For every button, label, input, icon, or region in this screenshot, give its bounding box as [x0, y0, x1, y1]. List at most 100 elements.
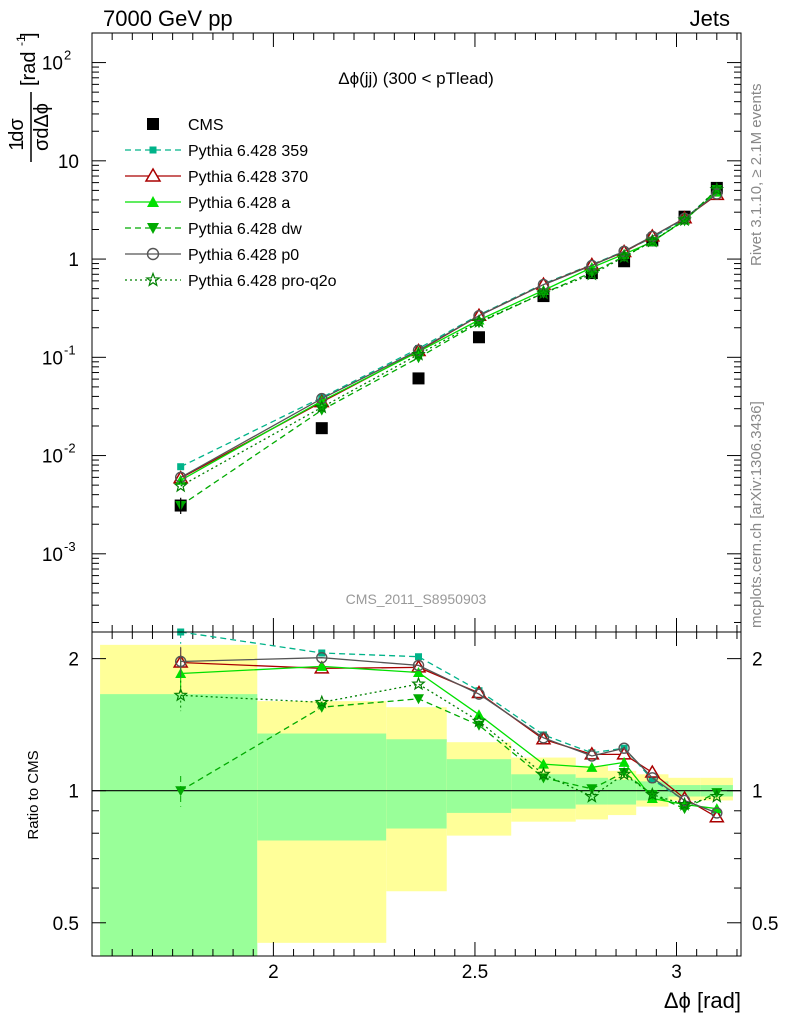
main-data-point [174, 471, 187, 484]
stat-uncertainty-band [446, 759, 512, 813]
main-data-point [412, 372, 425, 385]
ratio-series-line [180, 657, 718, 814]
main-y-axis-label: 1dσ σdΔϕ [rad -1] [6, 32, 53, 162]
main-data-point [586, 259, 598, 272]
ratio-y-tick-label-right: 1 [752, 782, 763, 803]
main-data-point [471, 314, 487, 328]
legend-marker [147, 118, 159, 130]
ratio-data-point [618, 768, 630, 779]
ratio-series-line [180, 698, 718, 810]
main-data-point [173, 478, 189, 493]
main-y-label-unit-close: ] [18, 32, 40, 38]
ratio-panel: 0.5 0.5 1 1 2 2 2 2.5 3 [53, 628, 778, 983]
main-data-point [315, 422, 328, 435]
main-y-tick-label: -1 [64, 342, 76, 357]
ratio-series-line [180, 665, 717, 810]
ratio-data-point [316, 651, 328, 664]
main-y-tick-label: 10 [42, 54, 63, 75]
legend-label: CMS [188, 117, 224, 134]
ratio-series [174, 646, 723, 819]
legend-marker [144, 167, 162, 182]
main-series [174, 188, 723, 484]
ratio-data-point [616, 766, 632, 781]
main-data-point [473, 310, 485, 322]
x-tick-label: 2.5 [462, 962, 488, 983]
legend-label: Pythia 6.428 370 [188, 169, 308, 186]
legend-entry: CMS [147, 117, 224, 134]
ratio-data-point [415, 653, 423, 661]
ratio-data-point [586, 750, 598, 762]
legend-entry: Pythia 6.428 a [125, 195, 290, 212]
ratio-y-tick-label: 1 [68, 782, 79, 803]
main-y-tick-label: -2 [64, 441, 76, 456]
stat-uncertainty-band [257, 733, 387, 841]
ratio-y-tick-label: 2 [68, 650, 79, 671]
legend-label: Pythia 6.428 359 [188, 143, 308, 160]
legend-label: Pythia 6.428 dw [188, 221, 302, 238]
main-data-point [679, 216, 691, 227]
legend-entry: Pythia 6.428 370 [125, 167, 308, 186]
main-y-tick-label: 10 [42, 348, 63, 369]
stat-uncertainty-band [386, 739, 447, 829]
ratio-data-point [536, 766, 551, 781]
ratio-data-point [586, 761, 598, 772]
main-data-point [412, 344, 425, 356]
legend-entry: Pythia 6.428 359 [125, 143, 308, 160]
main-data-point [709, 181, 725, 196]
ratio-series [173, 676, 725, 811]
ratio-data-point [316, 660, 328, 671]
ratio-plot-frame [91, 631, 742, 957]
ratio-data-point [644, 786, 660, 801]
main-data-point [537, 278, 550, 291]
ratio-data-point [173, 687, 188, 702]
main-y-axis-label-group: 1dσ σdΔϕ [rad -1] [6, 32, 53, 162]
ratio-series-line [180, 683, 717, 806]
ratio-data-point [618, 756, 630, 767]
chart-title: Δϕ(jj) (300 < pTlead) [338, 69, 494, 88]
collision-label: 7000 GeV pp [103, 6, 233, 31]
main-data-point [316, 392, 328, 405]
main-data-point [711, 188, 723, 200]
x-axis-label: Δϕ [rad] [664, 988, 741, 1013]
legend-marker [147, 223, 159, 234]
main-y-tick-label: -3 [64, 539, 76, 554]
process-label: Jets [689, 6, 730, 31]
ratio-data-point [537, 758, 549, 769]
main-data-point [177, 463, 185, 471]
x-tick-label: 3 [671, 962, 682, 983]
ratio-data-point [314, 694, 330, 709]
ratio-series-line [180, 631, 718, 814]
main-data-point [618, 245, 630, 257]
main-data-point [677, 212, 692, 227]
legend-entry: Pythia 6.428 dw [125, 221, 302, 238]
main-data-point [411, 346, 426, 361]
ratio-y-axis-label: Ratio to CMS [25, 750, 42, 839]
main-series-line [180, 193, 718, 478]
ratio-data-point [584, 788, 600, 803]
legend-entry: Pythia 6.428 p0 [125, 247, 299, 264]
ratio-data-point [711, 807, 723, 819]
watermark: CMS_2011_S8950903 [346, 591, 487, 607]
ratio-data-point [677, 796, 692, 811]
main-data-point [584, 266, 600, 281]
main-y-label-dsigma: dσ [6, 118, 28, 142]
x-tick-label: 2 [268, 962, 279, 983]
main-y-tick-label: 1 [68, 250, 79, 271]
ratio-data-point [413, 666, 425, 677]
ratio-data-point [678, 794, 691, 807]
legend-label: Pythia 6.428 p0 [188, 247, 299, 264]
ratio-data-point [537, 732, 550, 744]
ratio-data-point [709, 788, 725, 803]
main-y-tick-label: 10 [42, 545, 63, 566]
main-series-line [180, 189, 718, 487]
main-y-tick-label: 10 [58, 152, 79, 173]
ratio-data-point [711, 788, 723, 799]
ratio-data-point [646, 772, 659, 784]
legend-label: Pythia 6.428 pro-q2o [188, 273, 337, 290]
legend-marker [149, 146, 157, 154]
main-y-tick-label: 2 [64, 48, 71, 63]
legend: CMS Pythia 6.428 359 Pythia 6.428 370 Pythi… [125, 117, 337, 290]
ratio-series [175, 658, 723, 814]
